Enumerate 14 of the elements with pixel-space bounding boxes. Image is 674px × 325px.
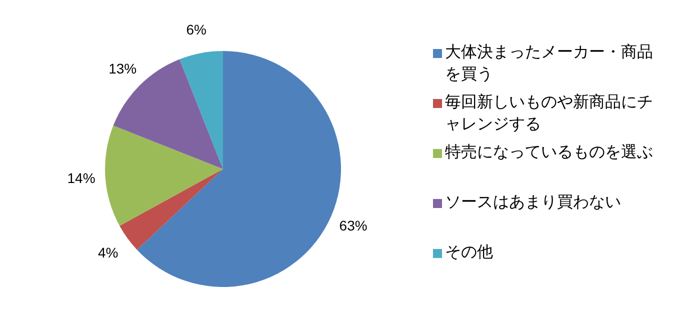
pie-slice	[136, 51, 341, 287]
legend-label: 大体決まったメーカー・商品を買う	[445, 42, 654, 85]
legend-label: 特売になっているものを選ぶ	[445, 142, 654, 163]
legend-label: ソースはあまり買わない	[445, 193, 622, 213]
pie-slice	[105, 126, 223, 226]
data-label: 14%	[67, 170, 96, 186]
data-label: 13%	[108, 60, 137, 77]
legend-label: その他	[445, 243, 494, 263]
legend-label: 毎回新しいものや新商品にチャレンジする	[445, 92, 654, 135]
pie-slice	[120, 169, 223, 250]
pie-slice	[180, 51, 223, 169]
data-label: 63%	[339, 217, 368, 234]
data-label: 6%	[186, 22, 207, 38]
data-label: 4%	[98, 244, 118, 260]
